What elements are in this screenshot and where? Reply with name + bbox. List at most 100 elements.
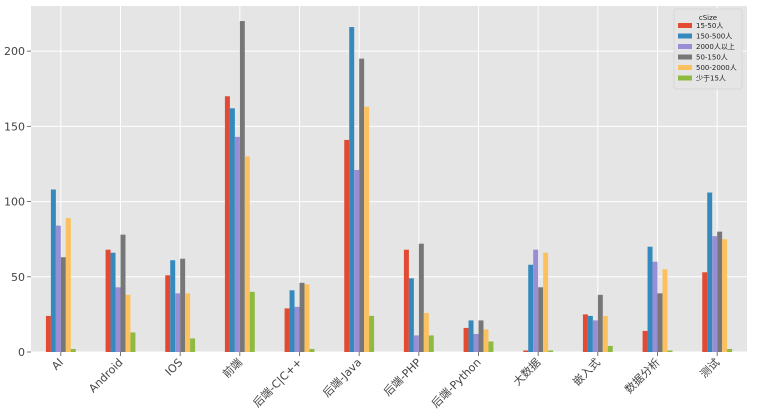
legend-label-4: 500-2000人 (696, 64, 737, 72)
bar-1-9[interactable] (587, 315, 593, 352)
bar-0-2[interactable] (165, 275, 171, 352)
bar-5-0[interactable] (70, 348, 76, 352)
y-tick-label: 50 (11, 271, 25, 284)
bar-1-10[interactable] (647, 246, 653, 352)
bar-3-5[interactable] (359, 58, 365, 353)
legend-label-5: 少于15人 (696, 75, 726, 83)
bar-0-8[interactable] (523, 350, 529, 352)
bar-0-0[interactable] (45, 315, 51, 352)
x-tick-label: 测试 (698, 356, 723, 381)
bar-3-0[interactable] (60, 257, 66, 352)
bar-3-2[interactable] (180, 258, 186, 352)
bar-0-6[interactable] (403, 249, 409, 352)
bar-3-3[interactable] (239, 21, 245, 352)
bar-5-5[interactable] (369, 315, 375, 352)
x-tick-label: 后端-C|C++ (251, 356, 305, 410)
y-tick-label: 100 (4, 196, 25, 209)
bar-1-4[interactable] (289, 290, 295, 352)
bars (45, 21, 733, 353)
bar-1-0[interactable] (50, 189, 56, 352)
bar-5-4[interactable] (309, 348, 315, 352)
bar-4-5[interactable] (364, 106, 370, 352)
bar-4-7[interactable] (483, 329, 489, 352)
bar-1-7[interactable] (468, 320, 474, 352)
bar-2-11[interactable] (712, 236, 718, 352)
bar-0-3[interactable] (224, 96, 230, 353)
bar-2-10[interactable] (652, 261, 658, 352)
legend-title: cSize (699, 14, 717, 22)
legend-label-0: 15-50人 (696, 22, 723, 30)
bar-5-7[interactable] (488, 341, 494, 352)
legend-swatch-2 (678, 44, 692, 49)
bar-1-1[interactable] (110, 252, 116, 352)
bar-2-1[interactable] (115, 287, 121, 352)
bar-5-8[interactable] (548, 350, 554, 352)
bar-1-8[interactable] (528, 264, 534, 352)
bar-0-4[interactable] (284, 308, 290, 352)
bar-5-9[interactable] (607, 345, 613, 352)
x-tick-label: IOS (163, 356, 186, 379)
bar-2-2[interactable] (175, 293, 181, 352)
bar-1-2[interactable] (170, 260, 176, 352)
bar-3-1[interactable] (120, 234, 126, 352)
bar-1-11[interactable] (707, 192, 713, 352)
bar-5-2[interactable] (190, 338, 196, 352)
bar-3-11[interactable] (717, 231, 723, 352)
bar-0-11[interactable] (702, 272, 708, 352)
bar-4-3[interactable] (244, 156, 250, 352)
y-axis: 0 50 100 150 200 (4, 45, 31, 359)
x-tick-label: Android (86, 356, 125, 395)
bar-5-3[interactable] (249, 291, 255, 352)
bar-4-4[interactable] (304, 284, 310, 352)
bar-1-5[interactable] (349, 27, 355, 352)
x-tick-label: 数据分析 (622, 355, 663, 396)
bar-2-7[interactable] (473, 333, 479, 352)
bar-0-7[interactable] (463, 327, 469, 352)
bar-4-10[interactable] (662, 269, 668, 352)
bar-4-8[interactable] (543, 252, 549, 352)
bar-1-3[interactable] (229, 108, 235, 352)
bar-3-8[interactable] (538, 287, 544, 352)
x-tick-label: 大数据 (510, 355, 543, 388)
x-axis: AI Android IOS 前端 后端-C|C++ 后端-Java 后端-PHP 后端-Py… (49, 352, 722, 410)
bar-2-6[interactable] (413, 335, 419, 352)
bar-0-9[interactable] (582, 314, 588, 352)
legend-swatch-1 (678, 33, 692, 39)
bar-2-4[interactable] (294, 306, 300, 352)
bar-0-1[interactable] (105, 249, 111, 352)
bar-4-6[interactable] (423, 312, 429, 352)
bar-2-3[interactable] (234, 136, 240, 352)
bar-3-6[interactable] (418, 243, 424, 352)
bar-3-7[interactable] (478, 320, 484, 352)
legend-label-2: 2000人以上 (696, 42, 735, 51)
legend-swatch-4 (678, 65, 692, 70)
bar-4-11[interactable] (722, 239, 728, 352)
bar-4-1[interactable] (125, 294, 131, 352)
bar-3-9[interactable] (597, 294, 603, 352)
bar-2-0[interactable] (55, 225, 61, 352)
legend-swatch-0 (678, 23, 692, 28)
x-tick-label: 后端-Python (429, 356, 484, 411)
bar-1-6[interactable] (408, 278, 414, 352)
bar-5-10[interactable] (667, 350, 673, 352)
x-tick-label: 后端-Java (320, 356, 364, 400)
bar-4-9[interactable] (602, 315, 608, 352)
bar-3-4[interactable] (299, 282, 305, 352)
bar-5-1[interactable] (130, 332, 136, 352)
bar-4-2[interactable] (185, 293, 191, 352)
x-tick-label: 嵌入式 (570, 356, 603, 389)
x-tick-label: 前端 (219, 355, 244, 380)
bar-5-6[interactable] (428, 335, 434, 352)
bar-2-8[interactable] (533, 249, 539, 352)
bar-4-0[interactable] (65, 218, 71, 352)
bar-2-5[interactable] (354, 169, 360, 352)
bar-3-10[interactable] (657, 293, 663, 352)
legend-swatch-5 (678, 75, 692, 81)
bar-0-5[interactable] (344, 139, 350, 352)
bar-5-11[interactable] (727, 348, 733, 352)
bar-0-10[interactable] (642, 330, 648, 352)
bar-2-9[interactable] (592, 320, 598, 352)
